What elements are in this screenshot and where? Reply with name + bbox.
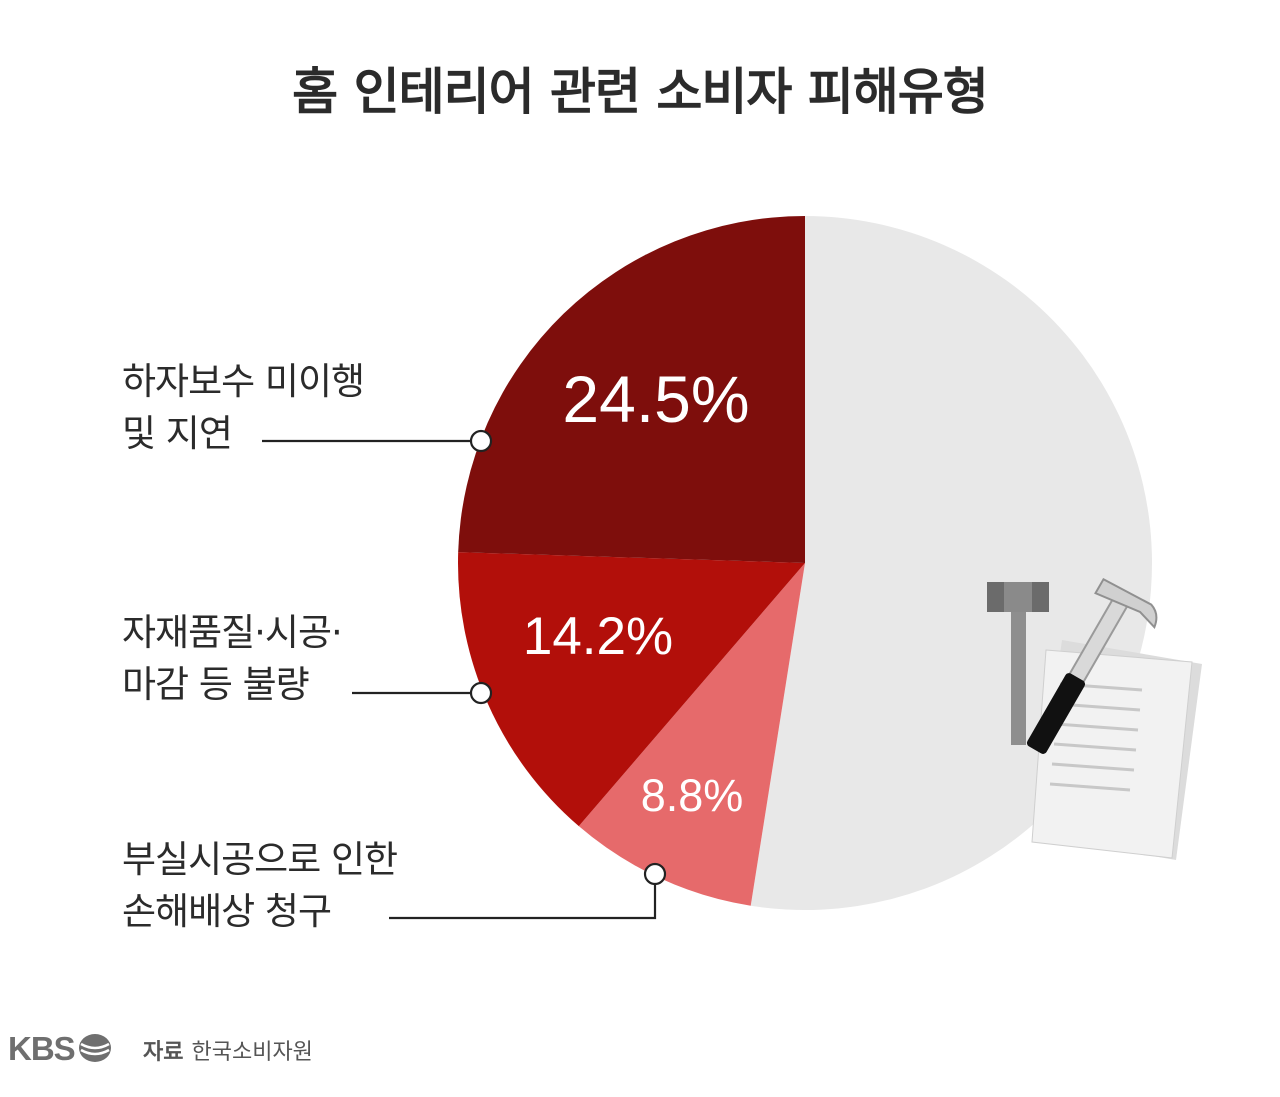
label-damage-claim-line2: 손해배상 청구 xyxy=(122,890,332,933)
source-label: 자료 xyxy=(143,1040,184,1065)
label-damage-claim-line1: 부실시공으로 인한 xyxy=(122,838,398,881)
slice-value-label: 24.5% xyxy=(562,362,749,436)
chart-title: 홈 인테리어 관련 소비자 피해유형 xyxy=(292,63,989,121)
label-material-quality: 자재품질·시공· 마감 등 불량 xyxy=(122,607,343,711)
slice-value-label: 8.8% xyxy=(641,770,744,821)
kbs-logo: KBS xyxy=(8,1030,76,1067)
leader-lines xyxy=(262,429,667,920)
label-defect-repair-line2: 및 지연 xyxy=(122,412,233,455)
label-defect-repair-line1: 하자보수 미이행 xyxy=(122,360,365,403)
slice-value-labels: 8.8% 14.2% 24.5% xyxy=(523,362,750,821)
label-defect-repair: 하자보수 미이행 및 지연 xyxy=(122,356,365,460)
source-text: 자료 한국소비자원 xyxy=(143,1034,313,1066)
kbs-globe-icon xyxy=(79,1034,111,1062)
pie-slice xyxy=(578,563,805,906)
pie-slice xyxy=(458,552,805,827)
pie-slice xyxy=(458,215,805,564)
source-name: 한국소비자원 xyxy=(191,1040,313,1065)
label-material-quality-line2: 마감 등 불량 xyxy=(122,663,310,706)
slice-value-label: 14.2% xyxy=(523,607,673,666)
hammer-and-documents-icon xyxy=(987,577,1202,860)
label-damage-claim: 부실시공으로 인한 손해배상 청구 xyxy=(122,834,398,938)
label-material-quality-line1: 자재품질·시공· xyxy=(122,611,343,654)
